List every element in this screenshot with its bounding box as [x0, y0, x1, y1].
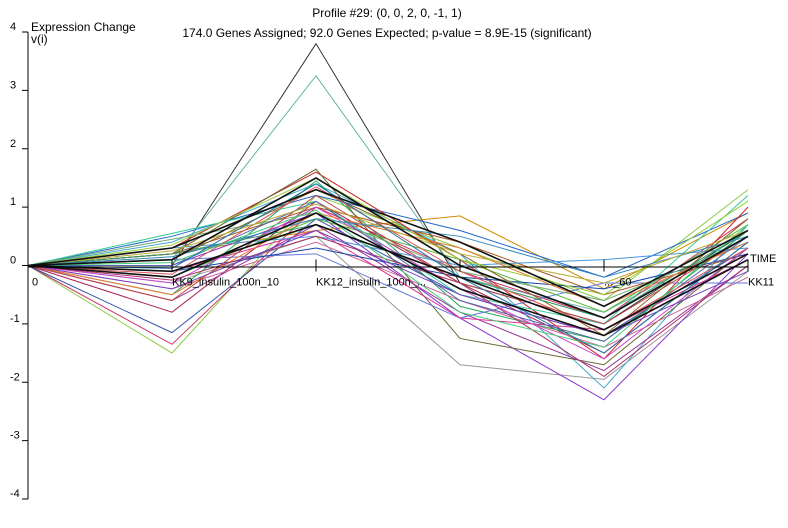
y-tick-label: 4: [10, 21, 16, 33]
series-line: [27, 183, 749, 354]
x-tick-label: 0: [32, 277, 38, 289]
x-tick-label: KK11: [748, 277, 774, 289]
series-line: [27, 186, 749, 331]
series-line: [27, 209, 749, 348]
profile-line: [27, 212, 749, 337]
y-tick-label: -3: [10, 430, 20, 442]
series-line: [27, 203, 749, 284]
series-line: [27, 206, 749, 360]
y-tick-label: 1: [10, 196, 16, 208]
y-tick-label: -1: [10, 313, 20, 325]
series-line: [27, 212, 749, 302]
profile-line: [27, 177, 749, 319]
y-tick-label: 2: [10, 138, 16, 150]
y-tick-label: -4: [10, 488, 20, 500]
series-line: [27, 218, 749, 337]
y-tick-label: 3: [10, 79, 16, 91]
x-tick-label: ..._60: [604, 277, 632, 289]
series-line: [27, 194, 749, 278]
series-line: [27, 235, 749, 380]
chart-subtitle: 174.0 Genes Assigned; 92.0 Genes Expecte…: [182, 26, 591, 40]
x-tick-label: KK12_insulin_100n_...: [316, 277, 426, 289]
y-axis-label-sub: v(i): [31, 32, 48, 46]
x-ticks: 0 KK9_insulin_100n_10 KK12_insulin_100n_..…: [32, 259, 774, 289]
series-line: [27, 177, 749, 296]
x-tick-label: KK9_insulin_100n_10: [172, 277, 279, 289]
y-tick-label: 0: [10, 255, 16, 267]
series-line: [27, 218, 749, 278]
y-tick-label: -2: [10, 371, 20, 383]
chart-title: Profile #29: (0, 0, 2, 0, -1, 1): [312, 6, 461, 20]
y-ticks: 4 3 2 1 0 -1 -2 -3 -4: [10, 21, 28, 500]
profile-layer: [27, 177, 749, 337]
series-line: [27, 194, 749, 325]
y-axis-label: Expression Change: [31, 20, 136, 34]
x-axis-label: TIME: [750, 253, 776, 265]
series-line: [27, 235, 749, 378]
profile-line: [27, 188, 749, 308]
series-line: [27, 229, 749, 337]
